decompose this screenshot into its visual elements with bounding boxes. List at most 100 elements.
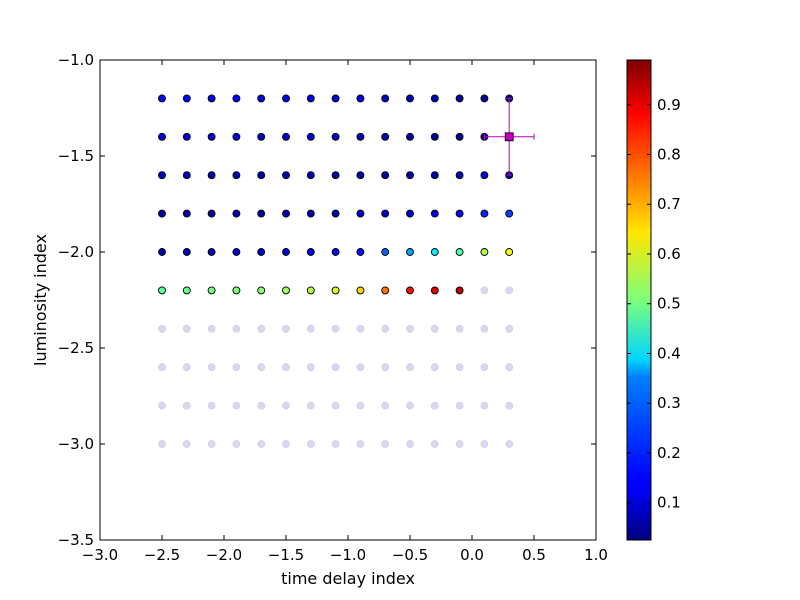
data-point bbox=[232, 132, 241, 141]
masked-point bbox=[182, 363, 191, 372]
data-point bbox=[232, 209, 241, 218]
x-tick-label: 1.0 bbox=[584, 546, 608, 564]
masked-point bbox=[232, 401, 241, 410]
data-point bbox=[406, 209, 414, 218]
data-point bbox=[207, 209, 216, 218]
masked-point bbox=[430, 440, 439, 448]
y-tick-label: −1.5 bbox=[58, 147, 94, 165]
data-point bbox=[207, 171, 216, 180]
data-point bbox=[505, 248, 514, 256]
data-point bbox=[356, 132, 365, 141]
x-tick-label: −1.0 bbox=[330, 546, 366, 564]
x-tick-label: −2.0 bbox=[206, 546, 242, 564]
data-point bbox=[430, 94, 439, 103]
data-point bbox=[455, 94, 464, 103]
masked-point bbox=[406, 401, 414, 410]
data-point bbox=[356, 248, 365, 256]
data-point bbox=[182, 209, 191, 218]
data-point bbox=[381, 286, 390, 295]
data-point bbox=[331, 248, 340, 256]
data-point bbox=[158, 286, 166, 295]
colorbar-tick-label: 0.6 bbox=[657, 245, 681, 263]
data-point bbox=[455, 286, 464, 295]
colorbar-tick-label: 0.8 bbox=[657, 146, 681, 164]
masked-point bbox=[232, 440, 241, 448]
data-point bbox=[331, 132, 340, 141]
masked-point bbox=[480, 324, 489, 333]
data-point bbox=[306, 209, 315, 218]
data-point bbox=[406, 248, 414, 256]
data-point bbox=[406, 286, 414, 295]
colorbar-tick-label: 0.1 bbox=[657, 494, 681, 512]
x-tick-label: −2.5 bbox=[144, 546, 180, 564]
masked-point bbox=[331, 363, 340, 372]
data-point bbox=[306, 248, 315, 256]
data-point bbox=[356, 171, 365, 180]
colorbar-tick-label: 0.2 bbox=[657, 444, 681, 462]
x-tick-label: −1.5 bbox=[268, 546, 304, 564]
data-point bbox=[207, 132, 216, 141]
data-point bbox=[257, 132, 266, 141]
plot-area bbox=[100, 60, 596, 540]
masked-point bbox=[381, 401, 390, 410]
data-point bbox=[257, 248, 266, 256]
masked-point bbox=[480, 440, 489, 448]
masked-point bbox=[480, 286, 489, 295]
masked-point bbox=[182, 324, 191, 333]
masked-point bbox=[455, 401, 464, 410]
masked-point bbox=[207, 440, 216, 448]
data-point bbox=[331, 286, 340, 295]
data-point bbox=[282, 248, 290, 256]
data-point bbox=[381, 132, 390, 141]
data-point bbox=[381, 248, 390, 256]
masked-point bbox=[356, 440, 365, 448]
y-tick-label: −1.0 bbox=[58, 51, 94, 69]
data-point bbox=[158, 171, 166, 180]
data-point bbox=[282, 286, 290, 295]
data-point bbox=[232, 248, 241, 256]
data-point bbox=[356, 94, 365, 103]
masked-point bbox=[158, 363, 166, 372]
data-point bbox=[182, 171, 191, 180]
masked-point bbox=[282, 363, 290, 372]
data-point bbox=[480, 171, 489, 180]
data-point bbox=[455, 209, 464, 218]
colorbar-tick-label: 0.3 bbox=[657, 394, 681, 412]
data-point bbox=[158, 132, 166, 141]
masked-point bbox=[282, 440, 290, 448]
masked-point bbox=[455, 440, 464, 448]
masked-point bbox=[232, 324, 241, 333]
data-points bbox=[158, 94, 514, 448]
masked-point bbox=[455, 363, 464, 372]
colorbar-ticks: 0.1 0.2 0.3 0.4 0.5 0.6 0.7 0.8 0.9 bbox=[627, 96, 681, 512]
data-point bbox=[430, 248, 439, 256]
masked-point bbox=[306, 440, 315, 448]
reference-marker bbox=[483, 97, 535, 176]
y-tick-label: −2.0 bbox=[58, 243, 94, 261]
masked-point bbox=[158, 401, 166, 410]
colorbar-tick-label: 0.9 bbox=[657, 96, 681, 114]
data-point bbox=[158, 248, 166, 256]
data-point bbox=[282, 209, 290, 218]
masked-point bbox=[232, 363, 241, 372]
y-tick-label: −2.5 bbox=[58, 339, 94, 357]
data-point bbox=[430, 286, 439, 295]
masked-point bbox=[331, 440, 340, 448]
data-point bbox=[257, 286, 266, 295]
data-point bbox=[381, 94, 390, 103]
masked-point bbox=[430, 363, 439, 372]
colorbar-tick-label: 0.5 bbox=[657, 295, 681, 313]
data-point bbox=[232, 286, 241, 295]
masked-point bbox=[207, 324, 216, 333]
masked-point bbox=[182, 440, 191, 448]
x-tick-label: −0.5 bbox=[392, 546, 428, 564]
data-point bbox=[381, 171, 390, 180]
data-point bbox=[306, 132, 315, 141]
data-point bbox=[331, 94, 340, 103]
data-point bbox=[182, 248, 191, 256]
masked-point bbox=[505, 324, 514, 333]
masked-point bbox=[406, 363, 414, 372]
data-point bbox=[232, 171, 241, 180]
x-axis-label: time delay index bbox=[281, 569, 415, 588]
masked-point bbox=[306, 324, 315, 333]
